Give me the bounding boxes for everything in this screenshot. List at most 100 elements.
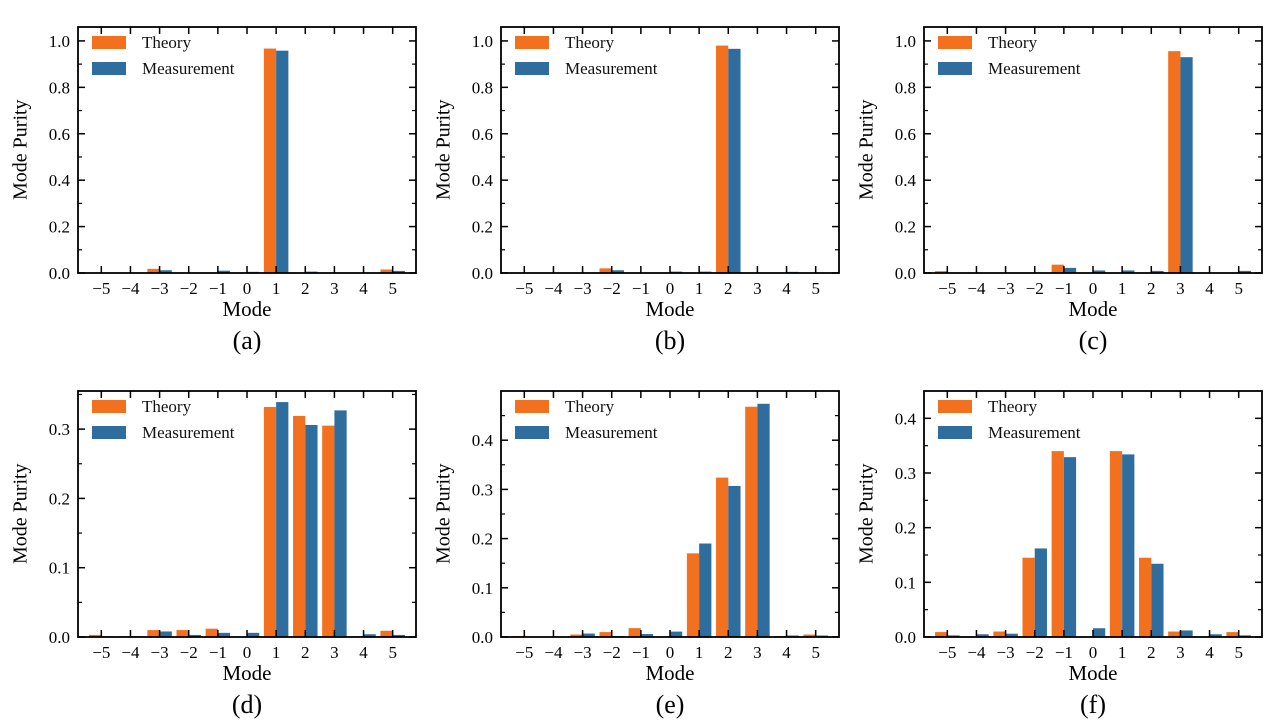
legend-row-theory: Theory [515, 398, 658, 415]
legend: Theory Measurement [938, 34, 1081, 77]
svg-text:0.3: 0.3 [895, 464, 916, 483]
svg-text:1: 1 [1118, 643, 1127, 662]
svg-text:−3: −3 [574, 643, 592, 662]
svg-text:−1: −1 [1055, 643, 1073, 662]
svg-text:0.0: 0.0 [49, 264, 70, 283]
svg-text:−4: −4 [967, 279, 986, 298]
svg-text:3: 3 [753, 643, 762, 662]
legend-label-theory: Theory [565, 397, 615, 416]
legend: Theory Measurement [515, 398, 658, 441]
svg-text:−1: −1 [632, 279, 650, 298]
svg-text:−5: −5 [92, 643, 110, 662]
svg-text:1.0: 1.0 [472, 32, 493, 51]
svg-text:2: 2 [724, 643, 733, 662]
svg-text:0.6: 0.6 [49, 125, 70, 144]
legend: Theory Measurement [92, 34, 235, 77]
svg-text:−3: −3 [574, 279, 592, 298]
svg-text:1: 1 [695, 643, 704, 662]
svg-text:0.8: 0.8 [895, 78, 916, 97]
svg-text:0.0: 0.0 [472, 264, 493, 283]
legend-label-measurement: Measurement [565, 423, 658, 442]
svg-text:0: 0 [666, 279, 675, 298]
x-axis-label: Mode [645, 661, 695, 685]
svg-text:0.3: 0.3 [49, 420, 70, 439]
legend-label-measurement: Measurement [988, 59, 1081, 78]
svg-text:3: 3 [753, 279, 762, 298]
svg-text:2: 2 [1147, 279, 1156, 298]
svg-text:−2: −2 [180, 643, 198, 662]
legend-row-theory: Theory [515, 34, 658, 51]
svg-text:1.0: 1.0 [49, 32, 70, 51]
chart-f: 0.0 0.1 0.2 0.3 0.4 −5 −4 −3 −2 −1 0 1 2 3 4 5 [895, 390, 1263, 662]
theory-swatch [938, 400, 972, 413]
svg-text:−5: −5 [938, 643, 956, 662]
svg-text:−1: −1 [1055, 279, 1073, 298]
svg-text:0.2: 0.2 [895, 218, 916, 237]
svg-text:0.0: 0.0 [472, 628, 493, 647]
y-axis-label: Mode Purity [855, 463, 878, 565]
svg-text:−5: −5 [515, 279, 533, 298]
svg-text:0.0: 0.0 [895, 628, 916, 647]
svg-text:5: 5 [811, 643, 820, 662]
measurement-swatch [938, 62, 972, 75]
svg-text:0.2: 0.2 [895, 519, 916, 538]
caption-a: (a) [232, 326, 262, 355]
legend: Theory Measurement [938, 398, 1081, 441]
svg-text:0.4: 0.4 [472, 431, 494, 450]
legend-row-theory: Theory [92, 34, 235, 51]
svg-text:−1: −1 [632, 643, 650, 662]
x-axis-label: Mode [222, 297, 272, 321]
svg-text:5: 5 [388, 279, 397, 298]
svg-text:2: 2 [301, 643, 310, 662]
measurement-swatch [515, 426, 549, 439]
svg-text:−2: −2 [603, 643, 621, 662]
svg-text:0: 0 [666, 643, 675, 662]
y-axis-label: Mode Purity [9, 99, 32, 201]
svg-text:3: 3 [330, 279, 339, 298]
chart-a: 0.0 0.2 0.4 0.6 0.8 1.0 −5 −4 −3 −2 −1 0 1 2 3 4 5 [49, 26, 417, 298]
x-axis-label: Mode [645, 297, 695, 321]
svg-text:−4: −4 [967, 643, 986, 662]
legend-label-measurement: Measurement [142, 423, 235, 442]
theory-swatch [938, 36, 972, 49]
measurement-swatch [515, 62, 549, 75]
svg-text:4: 4 [782, 643, 791, 662]
svg-text:2: 2 [1147, 643, 1156, 662]
svg-text:0: 0 [1089, 279, 1098, 298]
svg-text:0.3: 0.3 [472, 480, 493, 499]
svg-text:0: 0 [1089, 643, 1098, 662]
panel-d: 0.0 0.1 0.2 0.3 −5 −4 −3 −2 −1 0 1 2 3 4 5 Mode Purity… [0, 364, 423, 728]
legend-row-measurement: Measurement [938, 60, 1081, 77]
svg-text:−2: −2 [603, 279, 621, 298]
legend-label-theory: Theory [142, 33, 192, 52]
theory-swatch [92, 400, 126, 413]
x-axis-label: Mode [222, 661, 272, 685]
svg-text:−4: −4 [544, 643, 563, 662]
svg-text:5: 5 [811, 279, 820, 298]
svg-text:3: 3 [330, 643, 339, 662]
svg-text:0.1: 0.1 [895, 573, 916, 592]
legend-label-theory: Theory [988, 33, 1038, 52]
svg-text:2: 2 [301, 279, 310, 298]
legend-row-measurement: Measurement [92, 60, 235, 77]
svg-text:−3: −3 [151, 643, 169, 662]
svg-text:3: 3 [1176, 279, 1185, 298]
svg-text:0.8: 0.8 [472, 78, 493, 97]
svg-text:0.4: 0.4 [49, 171, 71, 190]
svg-text:−4: −4 [121, 643, 140, 662]
svg-text:−3: −3 [151, 279, 169, 298]
x-axis-label: Mode [1068, 297, 1118, 321]
svg-text:1.0: 1.0 [895, 32, 916, 51]
svg-text:0.2: 0.2 [472, 530, 493, 549]
svg-text:4: 4 [359, 643, 368, 662]
svg-text:3: 3 [1176, 643, 1185, 662]
legend-row-theory: Theory [938, 398, 1081, 415]
svg-text:5: 5 [1234, 643, 1243, 662]
caption-b: (b) [654, 326, 686, 355]
y-axis-label: Mode Purity [855, 99, 878, 201]
legend: Theory Measurement [515, 34, 658, 77]
legend-row-measurement: Measurement [92, 424, 235, 441]
svg-text:−1: −1 [209, 643, 227, 662]
caption-e: (e) [655, 690, 685, 719]
